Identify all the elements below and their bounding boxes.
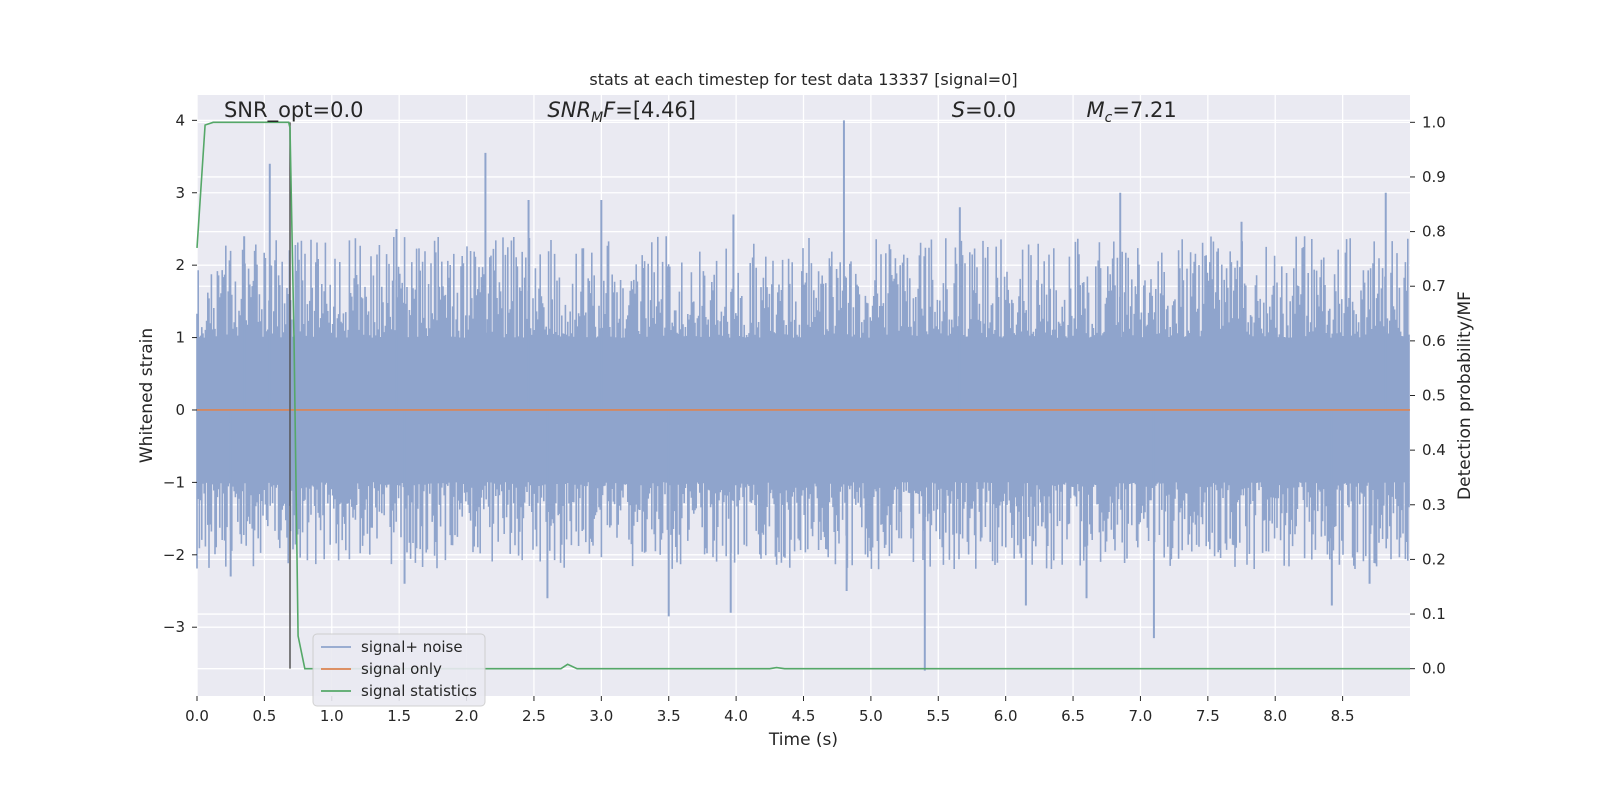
legend-label: signal statistics	[361, 682, 477, 700]
y-left-tick-label: −1	[163, 473, 185, 491]
y-left-tick-label: 3	[175, 184, 185, 202]
y-right-tick-label: 0.4	[1422, 441, 1446, 459]
annotation-3: Mc=7.21	[1087, 98, 1177, 126]
x-tick-label: 2.5	[522, 707, 546, 725]
x-tick-label: 8.0	[1263, 707, 1287, 725]
x-tick-label: 2.0	[455, 707, 479, 725]
y-left-tick-label: −3	[163, 618, 185, 636]
x-tick-label: 4.0	[724, 707, 748, 725]
series-signal-noise	[196, 120, 1410, 671]
x-tick-label: 1.0	[320, 707, 344, 725]
x-tick-label: 5.0	[859, 707, 883, 725]
x-tick-label: 3.0	[589, 707, 613, 725]
x-tick-label: 7.5	[1196, 707, 1220, 725]
y-right-tick-label: 0.8	[1422, 223, 1446, 241]
y-right-tick-label: 0.7	[1422, 277, 1446, 295]
x-tick-label: 0.5	[252, 707, 276, 725]
x-tick-label: 6.5	[1061, 707, 1085, 725]
x-tick-label: 4.5	[792, 707, 816, 725]
annotation-0: SNR_opt=0.0	[224, 98, 364, 123]
y-left-tick-label: 1	[175, 329, 185, 347]
x-tick-label: 5.5	[926, 707, 950, 725]
x-tick-label: 7.0	[1129, 707, 1153, 725]
legend: signal+ noise signal only signal statistic…	[312, 633, 486, 707]
y-left-tick-label: −2	[163, 546, 185, 564]
x-tick-label: 0.0	[185, 707, 209, 725]
y-left-tick-label: 0	[175, 401, 185, 419]
annotations: SNR_opt=0.0 SNRMF=[4.46] S=0.0 Mc=7.21	[224, 98, 1177, 126]
y-right-tick-label: 0.0	[1422, 660, 1446, 678]
x-tick-label: 3.5	[657, 707, 681, 725]
signal-statistics-line	[196, 121, 1410, 670]
y-right-tick-label: 0.5	[1422, 387, 1446, 405]
x-tick-label: 1.5	[387, 707, 411, 725]
y-right-tick-label: 0.9	[1422, 168, 1446, 186]
x-tick-label: 8.5	[1331, 707, 1355, 725]
axis-ticks: 0.0 0.5 1.0 1.5 2.0 2.5 3.0 3.5 4.0 4.5 5.0 5.5 6.0 6…	[163, 111, 1446, 725]
y-left-tick-label: 4	[175, 111, 185, 129]
annotation-2: S=0.0	[952, 98, 1016, 122]
y-right-tick-label: 1.0	[1422, 113, 1446, 131]
legend-box	[312, 633, 486, 707]
legend-label: signal only	[361, 660, 442, 678]
y-right-tick-label: 0.2	[1422, 550, 1446, 568]
y-left-tick-label: 2	[175, 256, 185, 274]
y-right-tick-label: 0.6	[1422, 332, 1446, 350]
annotation-1: SNRMF=[4.46]	[547, 98, 696, 126]
y-right-tick-label: 0.1	[1422, 605, 1446, 623]
y-right-tick-label: 0.3	[1422, 496, 1446, 514]
series-lines	[196, 121, 1410, 670]
y-axis-label-right: Detection probability/MF	[1455, 291, 1475, 500]
chart-title: stats at each timestep for test data 133…	[589, 70, 1017, 89]
x-axis-label: Time (s)	[768, 730, 838, 750]
noise-trace	[196, 236, 1410, 570]
y-axis-label-left: Whitened strain	[137, 328, 157, 463]
x-tick-label: 6.0	[994, 707, 1018, 725]
legend-label: signal+ noise	[361, 638, 463, 656]
